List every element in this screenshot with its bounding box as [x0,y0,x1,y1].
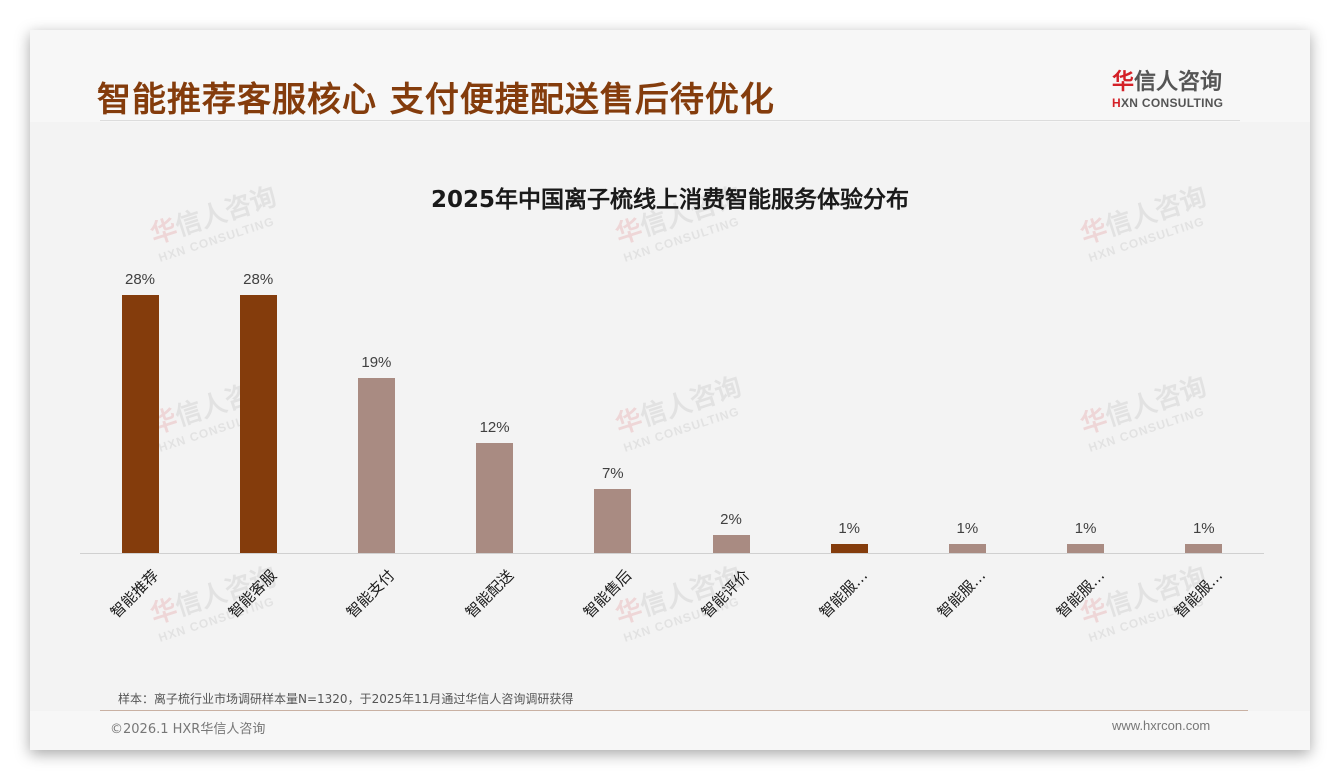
header-band [30,30,1310,122]
bar-value-label: 28% [243,271,274,289]
logo-en: HXN CONSULTING [1112,96,1242,110]
bar-value-label: 28% [124,271,156,289]
x-axis-category-label: 智能推荐 [106,566,163,622]
x-axis-category-label: 智能服… [934,566,990,622]
copyright: ©2026.1 HXR华信人咨询 [110,722,266,737]
x-axis-category-label: 智能支付 [343,566,399,622]
bar-value-label: 1% [1192,519,1215,537]
sample-note: 样本：离子梳行业市场调研样本量N=1320，于2025年11月通过华信人咨询调研… [118,692,574,706]
x-axis-line [80,553,1264,554]
footer-divider [100,710,1248,711]
footer-band [30,711,1310,750]
logo-cn-text: 信人咨询 [1134,70,1223,95]
chart-title: 2025年中国离子梳线上消费智能服务体验分布 [430,187,909,213]
x-axis-category-label: 智能服… [816,566,872,622]
bar [712,534,750,553]
x-axis-category-label: 智能售后 [579,566,635,622]
bar [476,442,514,553]
x-axis-category-label: 智能配送 [461,566,517,622]
header-divider [100,120,1240,121]
bar [594,488,632,553]
logo-cn: 华信人咨询 [1112,64,1242,96]
bar-value-label: 7% [601,464,624,482]
logo-cn-mark: 华 [1112,70,1135,95]
bar-value-label: 1% [838,519,861,537]
bar [1067,543,1105,553]
x-axis-category-label: 智能客服 [225,566,281,622]
bar-value-label: 2% [720,510,742,528]
bar [1185,543,1223,553]
x-axis-category-label: 智能服… [1052,566,1108,622]
bar [948,543,986,553]
bar-value-label: 19% [361,354,392,372]
x-axis-category-label: 智能评价 [697,566,754,622]
slide: 智能推荐客服核心 支付便捷配送售后待优化 华信人咨询 HXN CONSULTIN… [30,30,1310,750]
logo-en-text: XN CONSULTING [1120,96,1224,110]
watermark: 华信人咨询 HXN CONSULTING [612,371,746,455]
logo: 华信人咨询 HXN CONSULTING [1112,64,1242,110]
x-axis-category-label: 智能服… [1170,566,1226,622]
watermark: 华信人咨询 HXN CONSULTING [1077,371,1211,455]
bar-value-label: 12% [479,418,510,436]
bar-value-label: 1% [1074,519,1097,537]
bar [357,378,395,553]
bar [239,295,277,553]
website-link: www.hxrcon.com [1112,718,1211,733]
bar [830,543,868,553]
bar-value-label: 1% [956,519,979,537]
page-title: 智能推荐客服核心 支付便捷配送售后待优化 [97,80,775,120]
logo-en-mark: H [1112,96,1121,110]
bar [121,295,159,553]
